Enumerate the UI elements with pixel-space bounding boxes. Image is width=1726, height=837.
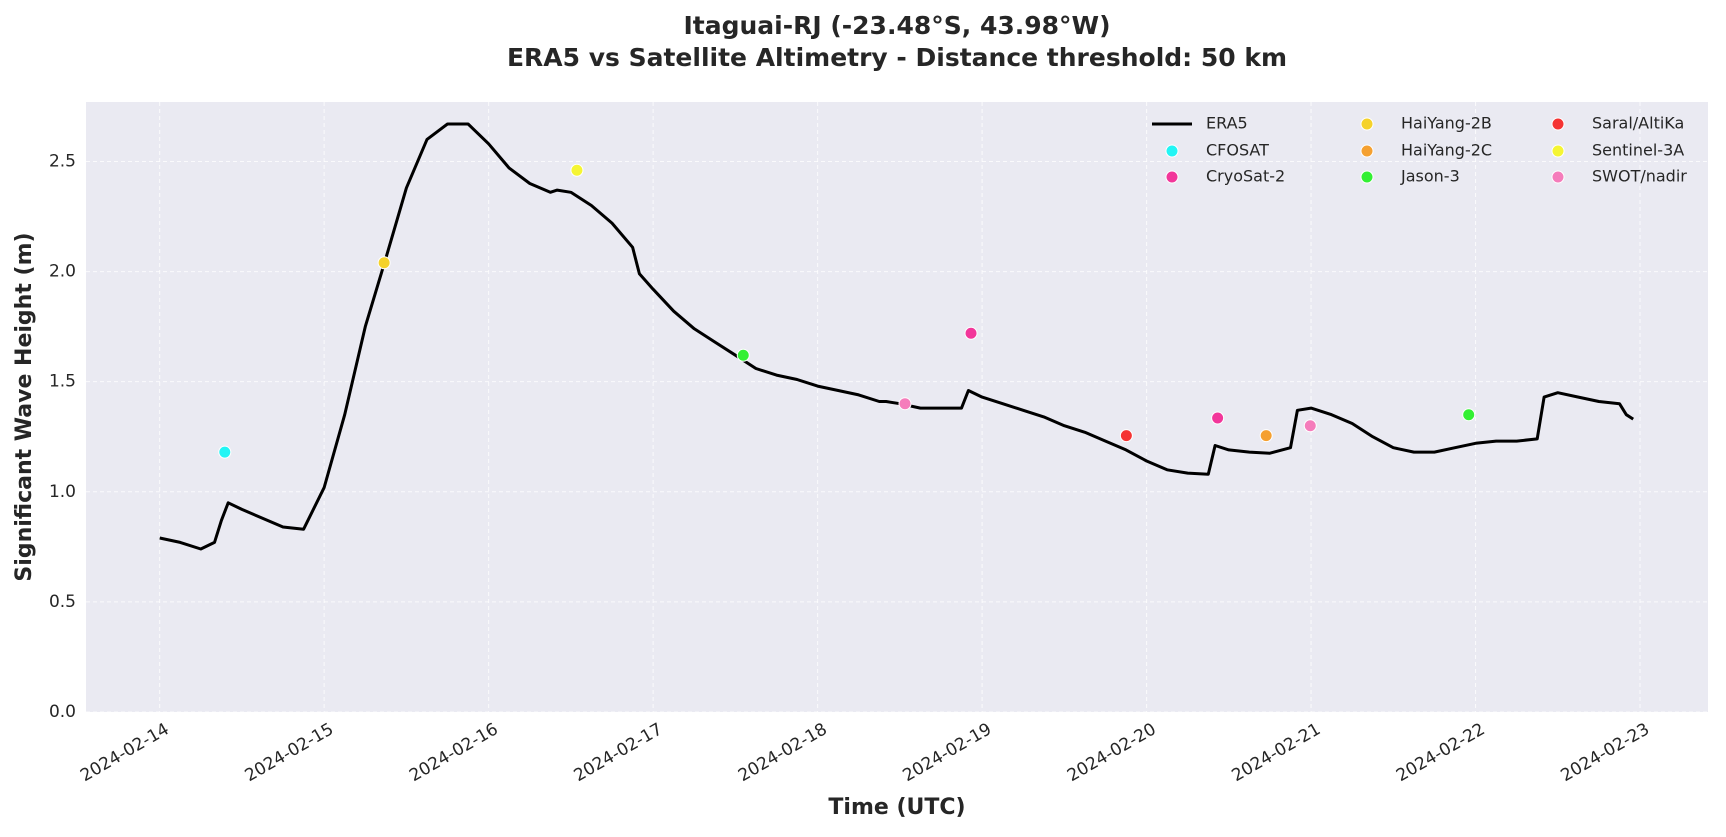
legend-swatch <box>1165 170 1179 184</box>
x-tick-label: 2024-02-22 <box>1393 719 1489 786</box>
y-tick-label: 0.0 <box>49 702 76 722</box>
legend-swatch <box>1551 144 1565 158</box>
x-tick-label: 2024-02-21 <box>1229 719 1325 786</box>
point <box>736 348 750 362</box>
legend-label: Sentinel-3A <box>1592 141 1684 160</box>
legend-swatch <box>1360 117 1374 131</box>
point <box>1211 411 1225 425</box>
y-tick-label: 2.5 <box>49 151 76 171</box>
y-tick-label: 2.0 <box>49 262 76 282</box>
legend-label: Saral/AltiKa <box>1592 114 1684 133</box>
point <box>898 397 912 411</box>
point <box>218 445 232 459</box>
point <box>1462 408 1476 422</box>
legend-swatch <box>1165 144 1179 158</box>
x-tick-label: 2024-02-18 <box>735 719 831 786</box>
x-tick-label: 2024-02-19 <box>900 719 996 786</box>
plot-area <box>86 102 1708 712</box>
legend-label: ERA5 <box>1206 114 1248 133</box>
x-tick-label: 2024-02-20 <box>1064 719 1160 786</box>
legend-swatch <box>1551 117 1565 131</box>
point <box>570 163 584 177</box>
legend-label: SWOT/nadir <box>1592 167 1687 186</box>
x-tick-label: 2024-02-14 <box>77 719 173 786</box>
legend-swatch <box>1360 170 1374 184</box>
legend-label: Jason-3 <box>1400 167 1460 186</box>
y-tick-label: 1.5 <box>49 372 76 392</box>
x-tick-label: 2024-02-15 <box>242 719 338 786</box>
legend-swatch <box>1551 170 1565 184</box>
point <box>1259 429 1273 443</box>
chart-subtitle: ERA5 vs Satellite Altimetry - Distance t… <box>507 43 1287 72</box>
legend-label: HaiYang-2C <box>1401 141 1492 160</box>
point <box>377 256 391 270</box>
point <box>1119 429 1133 443</box>
x-tick-label: 2024-02-17 <box>571 719 667 786</box>
legend-label: CryoSat-2 <box>1206 167 1285 186</box>
point <box>964 326 978 340</box>
x-tick-label: 2024-02-16 <box>406 719 502 786</box>
y-tick-label: 1.0 <box>49 482 76 502</box>
y-axis-label: Significant Wave Height (m) <box>12 232 37 581</box>
legend-swatch <box>1360 144 1374 158</box>
chart-title: Itaguai-RJ (-23.48°S, 43.98°W) <box>683 11 1110 40</box>
legend-label: CFOSAT <box>1206 141 1269 160</box>
y-tick-label: 0.5 <box>49 592 76 612</box>
x-axis-label: Time (UTC) <box>828 795 965 820</box>
x-tick-label: 2024-02-23 <box>1557 719 1653 786</box>
legend-label: HaiYang-2B <box>1401 114 1492 133</box>
point <box>1303 419 1317 433</box>
